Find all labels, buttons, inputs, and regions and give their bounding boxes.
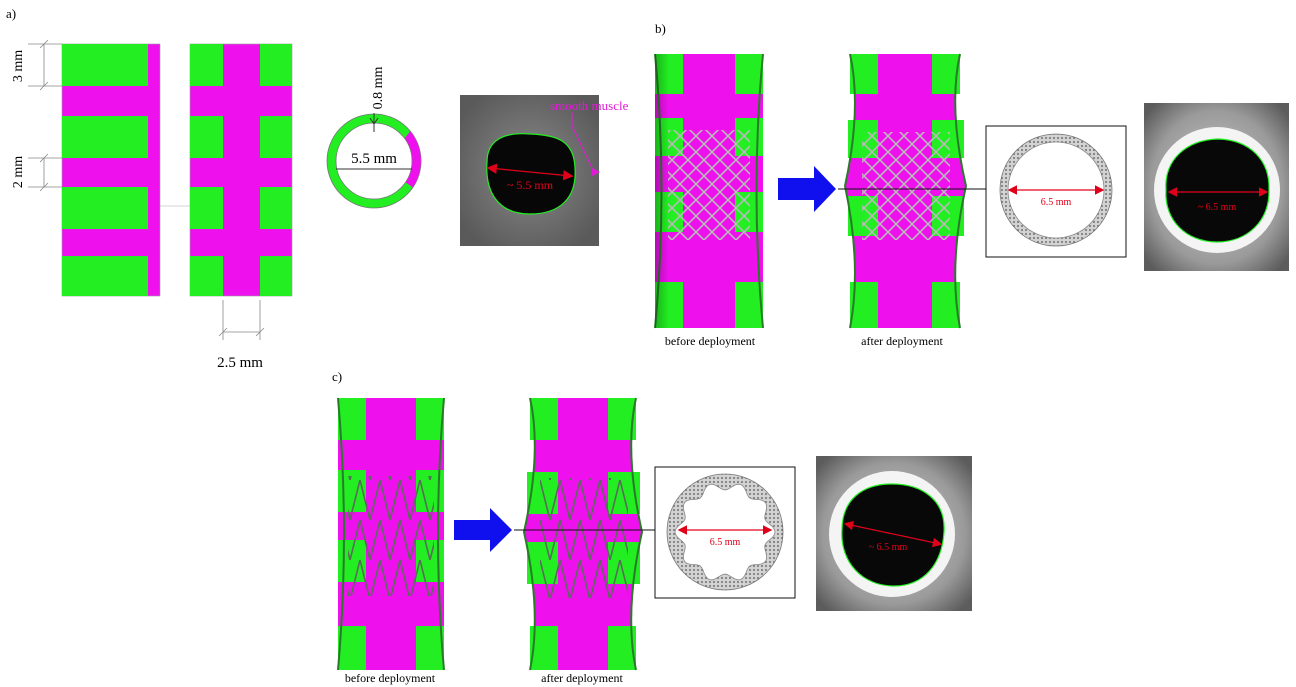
panel-c-ct-image xyxy=(816,456,972,611)
panel-b-after-label: after deployment xyxy=(861,334,943,348)
panel-c-after-label: after deployment xyxy=(541,671,623,685)
dimension-2-5mm xyxy=(218,300,265,340)
panel-c-section-diameter: 6.5 mm xyxy=(710,537,741,548)
dimension-3mm xyxy=(28,39,62,91)
smooth-muscle-label: smooth muscle xyxy=(550,98,629,113)
panel-c-tube-after xyxy=(522,397,644,671)
panel-a-label: a) xyxy=(6,6,16,21)
panel-b-section-diameter: 6.5 mm xyxy=(1041,197,1072,208)
panel-b-section-box xyxy=(985,125,1127,258)
dimension-5-5mm-label: 5.5 mm xyxy=(351,151,397,167)
panel-b-ct-image xyxy=(1144,103,1289,271)
panel-b-tube-after xyxy=(843,53,968,329)
panel-b-label: b) xyxy=(655,21,666,36)
dimension-2mm xyxy=(28,153,62,192)
panel-c-blue-arrow xyxy=(454,508,512,552)
panel-c-before-label: before deployment xyxy=(345,671,436,685)
dimension-0-8mm-label: 0.8 mm xyxy=(371,67,386,110)
panel-b-blue-arrow xyxy=(778,166,836,212)
panel-a-sheet-left xyxy=(61,43,161,297)
panel-c-label: c) xyxy=(332,369,342,384)
panel-a-ct-diameter: ~ 5.5 mm xyxy=(507,178,554,192)
panel-c-ct-diameter: ~ 6.5 mm xyxy=(869,542,908,553)
dimension-2mm-label: 2 mm xyxy=(11,156,26,188)
panel-b-tube-before xyxy=(654,53,764,329)
panel-c-tube-before xyxy=(337,397,445,671)
panel-a-sheet-right xyxy=(160,43,293,297)
panel-b-ct-diameter: ~ 6.5 mm xyxy=(1198,202,1237,213)
panel-a-ct-image xyxy=(460,95,600,246)
panel-b-before-label: before deployment xyxy=(665,334,756,348)
dimension-2-5mm-label: 2.5 mm xyxy=(217,355,263,371)
panel-a-cross-section xyxy=(326,113,422,209)
dimension-3mm-label: 3 mm xyxy=(11,50,26,82)
panel-c-section-box xyxy=(654,466,796,599)
